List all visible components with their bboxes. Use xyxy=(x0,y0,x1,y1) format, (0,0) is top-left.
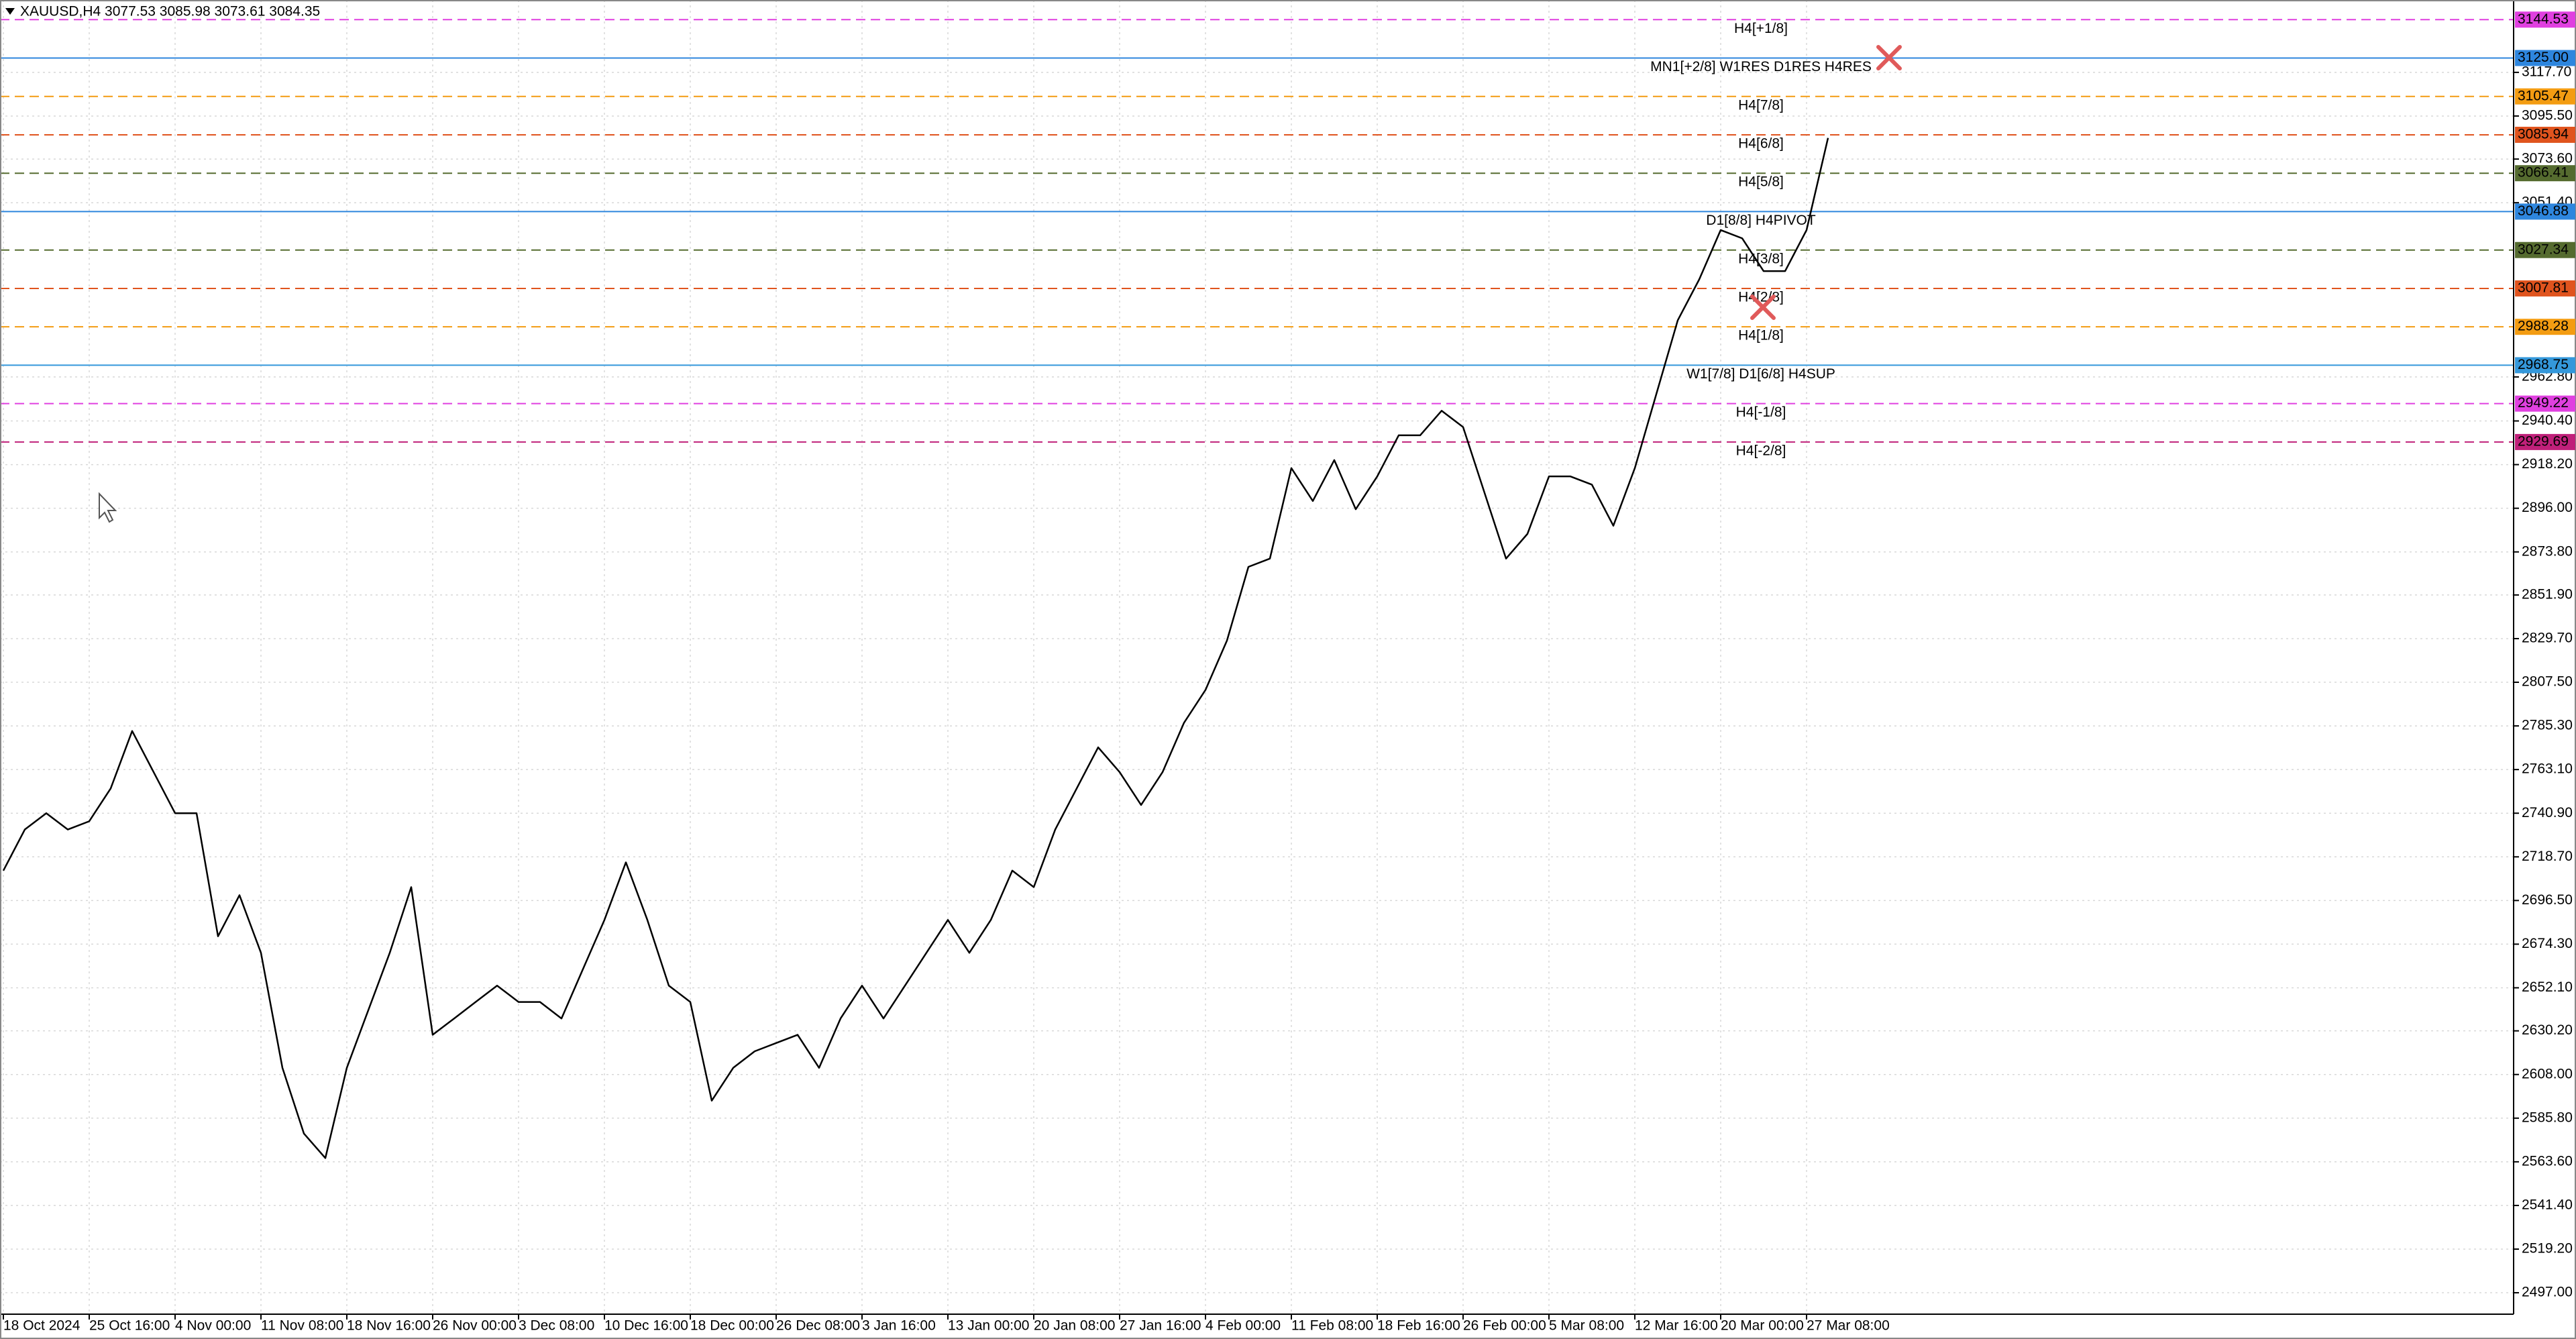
x-tick-label: 4 Feb 00:00 xyxy=(1205,1318,1281,1334)
y-tick-label: 2851.90 xyxy=(2522,586,2573,602)
price-tag-label: 3085.94 xyxy=(2518,127,2569,142)
y-tick-label: 2718.70 xyxy=(2522,849,2573,864)
x-mark xyxy=(1750,294,1776,320)
x-tick-label: 26 Dec 08:00 xyxy=(776,1318,860,1334)
price-tag xyxy=(2515,88,2575,105)
price-tag xyxy=(2515,319,2575,335)
price-tag-label: 3105.47 xyxy=(2518,88,2569,103)
price-tag-label: 3007.81 xyxy=(2518,280,2569,295)
x-tick-label: 26 Nov 00:00 xyxy=(433,1318,517,1334)
x-tick-label: 18 Oct 2024 xyxy=(3,1318,80,1334)
x-tick-label: 11 Feb 08:00 xyxy=(1291,1318,1373,1334)
x-tick-label: 27 Jan 16:00 xyxy=(1120,1318,1201,1334)
x-tick-label: 27 Mar 08:00 xyxy=(1807,1318,1890,1334)
x-tick-label: 20 Mar 00:00 xyxy=(1721,1318,1804,1334)
y-tick-label: 2630.20 xyxy=(2522,1022,2573,1038)
y-tick-label: 2652.10 xyxy=(2522,979,2573,995)
x-tick-label: 4 Nov 00:00 xyxy=(175,1318,251,1334)
y-tick-label: 2497.00 xyxy=(2522,1285,2573,1300)
price-tag xyxy=(2515,280,2575,297)
x-tick-label: 11 Nov 08:00 xyxy=(261,1318,343,1334)
chart-title: XAUUSD,H4 3077.53 3085.98 3073.61 3084.3… xyxy=(20,4,320,19)
x-tick-label: 25 Oct 16:00 xyxy=(89,1318,170,1334)
x-tick-label: 12 Mar 16:00 xyxy=(1635,1318,1718,1334)
y-tick-label: 3073.60 xyxy=(2522,151,2573,166)
x-tick-label: 18 Dec 00:00 xyxy=(690,1318,774,1334)
y-tick-label: 2740.90 xyxy=(2522,805,2573,820)
level-label: W1[7/8] D1[6/8] H4SUP xyxy=(1686,366,1835,382)
y-tick-label: 2585.80 xyxy=(2522,1110,2573,1125)
y-tick-label: 2785.30 xyxy=(2522,718,2573,733)
price-tag-label: 3046.88 xyxy=(2518,203,2569,219)
level-label: H4[3/8] xyxy=(1738,251,1784,266)
y-tick-label: 2563.60 xyxy=(2522,1153,2573,1169)
x-tick-label: 18 Nov 16:00 xyxy=(347,1318,431,1334)
y-tick-label: 3117.70 xyxy=(2522,64,2571,79)
y-tick-label: 2940.40 xyxy=(2522,413,2573,428)
cursor xyxy=(99,492,117,523)
price-tag-label: 2988.28 xyxy=(2518,319,2569,334)
x-tick-label: 13 Jan 00:00 xyxy=(948,1318,1029,1334)
y-tick-label: 2829.70 xyxy=(2522,631,2573,646)
x-mark xyxy=(1876,45,1902,70)
level-label: D1[8/8] H4PIVOT xyxy=(1706,213,1816,228)
level-label: H4[7/8] xyxy=(1738,97,1784,113)
y-tick-label: 2541.40 xyxy=(2522,1197,2573,1212)
y-tick-label: 2696.50 xyxy=(2522,892,2573,908)
level-label: H4[1/8] xyxy=(1738,328,1784,343)
level-label: MN1[+2/8] W1RES D1RES H4RES xyxy=(1650,59,1872,74)
menu-arrow[interactable] xyxy=(5,8,15,15)
price-tag xyxy=(2515,395,2575,412)
y-tick-label: 2896.00 xyxy=(2522,500,2573,515)
price-tag xyxy=(2515,126,2575,143)
levels: H4[+1/8] MN1[+2/8] W1RES D1RES H4RES H4[7/… xyxy=(0,19,2514,458)
price-tag-label: 3125.00 xyxy=(2518,50,2569,65)
price-tag xyxy=(2515,11,2575,28)
x-tick-label: 3 Dec 08:00 xyxy=(519,1318,594,1334)
x-tick-label: 5 Mar 08:00 xyxy=(1549,1318,1624,1334)
price-tag-label: 2949.22 xyxy=(2518,395,2569,411)
y-tick-label: 2807.50 xyxy=(2522,674,2573,690)
y-tick-label: 2763.10 xyxy=(2522,761,2573,777)
price-line xyxy=(2,138,1829,1159)
price-tag xyxy=(2515,433,2575,450)
price-tag xyxy=(2515,50,2575,66)
level-label: H4[6/8] xyxy=(1738,136,1784,152)
x-tick-label: 10 Dec 16:00 xyxy=(604,1318,688,1334)
y-tick-label: 3095.50 xyxy=(2522,107,2573,123)
level-label: H4[-2/8] xyxy=(1736,443,1786,458)
price-tag-label: 3066.41 xyxy=(2518,165,2569,180)
y-tick-label: 2918.20 xyxy=(2522,456,2573,472)
price-tag-label: 3027.34 xyxy=(2518,242,2569,257)
y-tick-label: 2674.30 xyxy=(2522,936,2573,951)
price-tag-label: 2968.75 xyxy=(2518,357,2569,372)
price-tag-label: 2929.69 xyxy=(2518,433,2569,449)
y-tick-label: 2519.20 xyxy=(2522,1241,2573,1256)
x-tick-label: 3 Jan 16:00 xyxy=(862,1318,936,1334)
level-label: H4[5/8] xyxy=(1738,174,1784,190)
price-tag xyxy=(2515,242,2575,258)
price-tag-label: 3144.53 xyxy=(2518,11,2569,27)
level-label: H4[+1/8] xyxy=(1734,21,1788,36)
price-tag xyxy=(2515,203,2575,220)
level-label: H4[-1/8] xyxy=(1736,405,1786,420)
price-tag xyxy=(2515,357,2575,374)
x-tick-label: 18 Feb 16:00 xyxy=(1377,1318,1460,1334)
y-tick-label: 2873.80 xyxy=(2522,543,2573,559)
level-label: H4[2/8] xyxy=(1738,289,1784,305)
y-tick-label: 2608.00 xyxy=(2522,1066,2573,1081)
grid xyxy=(0,0,2514,1314)
x-tick-label: 20 Jan 08:00 xyxy=(1034,1318,1115,1334)
price-tag xyxy=(2515,165,2575,182)
x-tick-label: 26 Feb 00:00 xyxy=(1463,1318,1546,1334)
plot xyxy=(2,138,1829,1159)
